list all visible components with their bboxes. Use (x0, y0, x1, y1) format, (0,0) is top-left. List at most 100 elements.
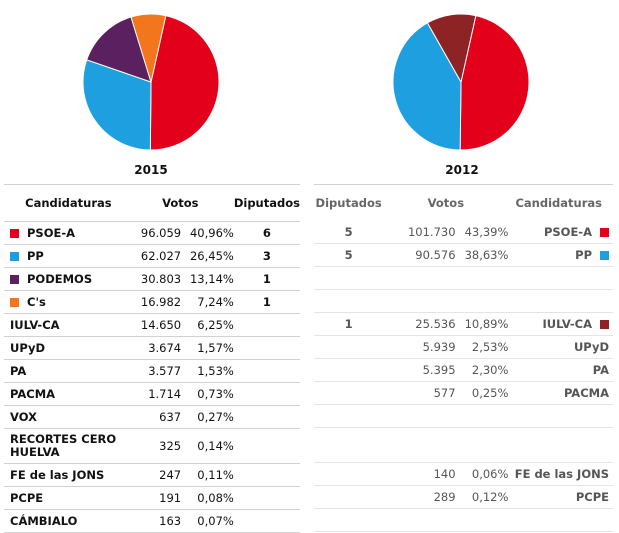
votes-percentage: 6,25% (181, 313, 234, 337)
votes-value: 3.577 (126, 359, 182, 383)
candidate-name: RECORTES CERO HUELVA (10, 432, 117, 459)
seats-value (314, 485, 384, 509)
votes-percentage: 0,27% (181, 405, 234, 429)
party-color-swatch (600, 251, 609, 260)
candidate-name: PSOE-A (543, 225, 592, 239)
party-color-swatch (10, 252, 19, 261)
col-header-votos: Votos (383, 184, 509, 221)
candidate-cell: IULV-CA (508, 312, 613, 336)
seats-value (233, 336, 300, 360)
seats-value (314, 427, 384, 463)
votes-value: 16.982 (126, 290, 182, 314)
votes-percentage (455, 508, 509, 532)
table-row: PODEMOS 30.803 13,14% 1 (4, 267, 300, 291)
results-table-2015: Candidaturas Votos Diputados PSOE-A 96.05… (4, 184, 300, 533)
votes-percentage (455, 404, 509, 428)
candidate-cell: RECORTES CERO HUELVA (4, 428, 127, 464)
votes-value (383, 266, 456, 290)
seats-value (314, 358, 384, 382)
candidate-cell: PACMA (508, 381, 613, 405)
seats-value: 5 (314, 243, 384, 267)
votes-value: 289 (383, 485, 456, 509)
candidate-cell: PA (4, 359, 127, 383)
candidate-cell (508, 289, 613, 313)
votes-percentage: 7,24% (181, 290, 234, 314)
table-row: PSOE-A 96.059 40,96% 6 (4, 221, 300, 245)
seats-value (314, 266, 384, 290)
party-color-swatch (10, 229, 19, 238)
candidate-cell: PCPE (4, 486, 127, 510)
candidate-name: PA (592, 363, 609, 377)
votes-value: 247 (126, 463, 182, 487)
party-color-swatch (600, 320, 609, 329)
votes-percentage (455, 427, 509, 463)
votes-percentage: 10,89% (455, 312, 509, 336)
year-label-2012: 2012 (445, 163, 479, 177)
seats-value (314, 335, 384, 359)
votes-percentage (455, 266, 509, 290)
table-row: PACMA 1.714 0,73% (4, 382, 300, 406)
seats-value (314, 462, 384, 486)
candidate-name: PA (10, 364, 27, 378)
candidate-name: PSOE-A (27, 226, 76, 240)
seats-value (233, 486, 300, 510)
pie-slice-2012-2 (426, 13, 477, 84)
candidate-cell: VOX (4, 405, 127, 429)
votes-value: 325 (126, 428, 182, 464)
votes-value: 62.027 (126, 244, 182, 268)
candidate-name: C's (27, 295, 46, 309)
votes-percentage: 0,14% (181, 428, 234, 464)
votes-value: 5.395 (383, 358, 456, 382)
pie-slice-2015-2 (86, 16, 152, 83)
votes-value: 3.674 (126, 336, 182, 360)
table-row (314, 508, 613, 532)
votes-value: 191 (126, 486, 182, 510)
pie-chart-2012 (392, 13, 530, 151)
seats-value (314, 508, 384, 532)
col-header-diputados: Diputados (233, 184, 300, 222)
votes-value (383, 289, 456, 313)
votes-value: 101.730 (383, 221, 456, 244)
candidate-name: PCPE (575, 490, 609, 504)
votes-percentage: 38,63% (455, 243, 509, 267)
col-header-diputados: Diputados (314, 184, 384, 221)
votes-percentage: 2,53% (455, 335, 509, 359)
candidate-cell: PA (508, 358, 613, 382)
col-header-candidaturas: Candidaturas (508, 184, 613, 221)
table-row: 1 25.536 10,89% IULV-CA (314, 312, 613, 336)
table-row (314, 404, 613, 428)
votes-percentage: 0,12% (455, 485, 509, 509)
seats-value: 5 (314, 221, 384, 244)
table-row: PP 62.027 26,45% 3 (4, 244, 300, 268)
table-row: C's 16.982 7,24% 1 (4, 290, 300, 314)
candidate-cell: PCPE (508, 485, 613, 509)
candidate-cell: PSOE-A (4, 221, 127, 245)
votes-percentage: 0,11% (181, 463, 234, 487)
votes-percentage: 40,96% (181, 221, 234, 245)
seats-value (233, 509, 300, 533)
votes-percentage: 26,45% (181, 244, 234, 268)
candidate-name: PP (575, 248, 592, 262)
pie-slice-2015-0 (149, 15, 220, 151)
votes-value (383, 508, 456, 532)
candidate-cell (508, 404, 613, 428)
votes-value: 96.059 (126, 221, 182, 245)
candidate-name: PP (27, 249, 44, 263)
candidate-cell: CÁMBIALO (4, 509, 127, 533)
table-row: IULV-CA 14.650 6,25% (4, 313, 300, 337)
votes-value: 90.576 (383, 243, 456, 267)
candidate-name: IULV-CA (10, 318, 60, 332)
seats-value (233, 463, 300, 487)
seats-value (233, 359, 300, 383)
candidate-name: UPyD (573, 340, 609, 354)
votes-value: 163 (126, 509, 182, 533)
table-row (314, 266, 613, 290)
col-header-candidaturas: Candidaturas (4, 184, 127, 222)
pie-slice-2015-3 (130, 13, 167, 84)
votes-value (383, 404, 456, 428)
table-row: FE de las JONS 247 0,11% (4, 463, 300, 487)
candidate-name: UPyD (10, 341, 46, 355)
table-row: 5 101.730 43,39% PSOE-A (314, 221, 613, 244)
candidate-cell (508, 266, 613, 290)
votes-value: 577 (383, 381, 456, 405)
